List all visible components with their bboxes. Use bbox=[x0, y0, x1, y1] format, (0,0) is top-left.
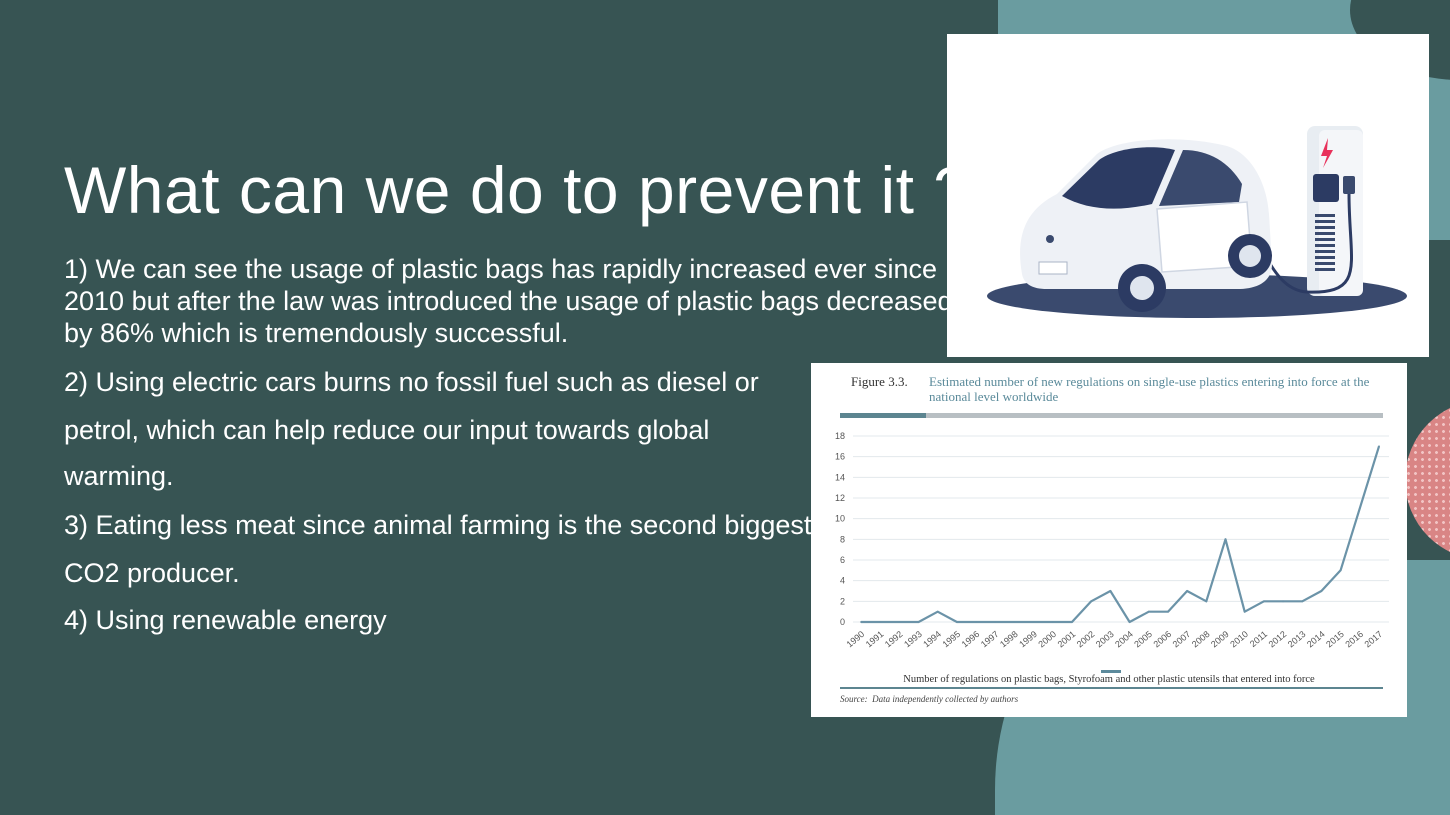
x-tick-label: 2014 bbox=[1305, 629, 1327, 650]
data-point bbox=[1147, 610, 1150, 613]
x-tick-label: 2007 bbox=[1171, 629, 1193, 650]
regulations-chart-figure: Figure 3.3. Estimated number of new regu… bbox=[811, 363, 1407, 717]
x-tick-label: 2010 bbox=[1228, 629, 1250, 650]
line-chart: 0246810121416181990199119921993199419951… bbox=[835, 431, 1389, 650]
figure-title: Estimated number of new regulations on s… bbox=[929, 374, 1370, 404]
data-point bbox=[1301, 600, 1304, 603]
point-2-line-2: petrol, which can help reduce our input … bbox=[64, 415, 710, 445]
x-tick-label: 2009 bbox=[1209, 629, 1231, 650]
point-2-line-3: warming. bbox=[64, 461, 174, 491]
data-point bbox=[994, 621, 997, 623]
y-tick-label: 2 bbox=[840, 596, 845, 606]
x-tick-label: 1998 bbox=[998, 629, 1020, 650]
data-point bbox=[917, 621, 920, 623]
data-point bbox=[1090, 600, 1093, 603]
data-point bbox=[936, 610, 939, 613]
x-tick-label: 2006 bbox=[1151, 629, 1173, 650]
figure-header-bar-light bbox=[926, 413, 1383, 418]
figure-header-bar-dark bbox=[840, 413, 926, 418]
x-tick-label: 2004 bbox=[1113, 629, 1135, 650]
y-tick-label: 14 bbox=[835, 472, 845, 482]
data-point bbox=[1032, 621, 1035, 623]
y-tick-label: 12 bbox=[835, 493, 845, 503]
x-tick-label: 2011 bbox=[1248, 629, 1269, 649]
point-3-line-2: CO2 producer. bbox=[64, 558, 240, 588]
source-text: Data independently collected by authors bbox=[872, 694, 1019, 704]
data-point bbox=[1262, 600, 1265, 603]
data-point bbox=[975, 621, 978, 623]
data-point bbox=[1224, 538, 1227, 541]
legend-swatch bbox=[1101, 670, 1121, 673]
x-tick-label: 2013 bbox=[1286, 629, 1308, 650]
x-tick-label: 1992 bbox=[883, 629, 905, 650]
legend-rule bbox=[840, 687, 1383, 689]
point-3-line-1: 3) Eating less meat since animal farming… bbox=[64, 510, 812, 540]
x-tick-label: 2002 bbox=[1075, 629, 1097, 650]
data-point bbox=[956, 621, 958, 623]
slide-title: What can we do to prevent it ? bbox=[64, 153, 971, 227]
x-tick-label: 1990 bbox=[845, 629, 867, 650]
data-point bbox=[1128, 621, 1131, 623]
x-tick-label: 2017 bbox=[1363, 629, 1385, 650]
figure-label: Figure 3.3. bbox=[851, 374, 908, 389]
x-tick-label: 2008 bbox=[1190, 629, 1212, 650]
electric-car-image bbox=[947, 34, 1429, 357]
data-point bbox=[879, 621, 882, 623]
x-tick-label: 2012 bbox=[1267, 629, 1289, 650]
electric-car-icon bbox=[987, 126, 1407, 318]
legend-label: Number of regulations on plastic bags, S… bbox=[903, 674, 1315, 685]
x-tick-label: 1996 bbox=[960, 629, 982, 650]
x-tick-label: 2000 bbox=[1036, 629, 1058, 650]
data-point bbox=[1109, 590, 1112, 592]
point-1: 1) We can see the usage of plastic bags … bbox=[64, 254, 953, 348]
x-tick-label: 2016 bbox=[1343, 629, 1365, 650]
data-point bbox=[1013, 621, 1016, 623]
data-point bbox=[860, 621, 862, 623]
figure-source: Source: Data independently collected by … bbox=[840, 694, 1018, 704]
data-point bbox=[1051, 621, 1054, 623]
x-tick-label: 1995 bbox=[940, 629, 962, 650]
data-point bbox=[1320, 590, 1323, 592]
source-label: Source: bbox=[840, 694, 868, 704]
data-point bbox=[1339, 569, 1342, 572]
x-tick-label: 1997 bbox=[979, 629, 1001, 650]
x-tick-label: 1999 bbox=[1017, 629, 1039, 650]
series-line bbox=[861, 445, 1381, 624]
data-point bbox=[1071, 621, 1073, 623]
data-point bbox=[1205, 600, 1208, 603]
x-tick-label: 1991 bbox=[864, 629, 886, 650]
y-tick-label: 10 bbox=[835, 514, 845, 524]
y-tick-label: 16 bbox=[835, 452, 845, 462]
x-tick-label: 2015 bbox=[1324, 629, 1346, 650]
y-tick-label: 18 bbox=[835, 431, 845, 441]
point-2-line-1: 2) Using electric cars burns no fossil f… bbox=[64, 367, 759, 397]
y-tick-label: 4 bbox=[840, 576, 845, 586]
y-tick-label: 8 bbox=[840, 534, 845, 544]
decor-dotted-circle bbox=[1405, 400, 1450, 560]
data-point bbox=[1358, 507, 1361, 510]
x-tick-label: 1994 bbox=[921, 629, 943, 650]
data-point bbox=[1378, 445, 1380, 448]
data-point bbox=[898, 621, 901, 623]
y-tick-label: 6 bbox=[840, 555, 845, 565]
data-point bbox=[1186, 590, 1189, 592]
point-4: 4) Using renewable energy bbox=[64, 605, 387, 635]
x-tick-label: 2001 bbox=[1056, 629, 1078, 650]
data-point bbox=[1243, 610, 1246, 613]
y-tick-label: 0 bbox=[840, 617, 845, 627]
x-tick-label: 1993 bbox=[902, 629, 924, 650]
x-tick-label: 2003 bbox=[1094, 629, 1116, 650]
x-tick-label: 2005 bbox=[1132, 629, 1154, 650]
data-point bbox=[1167, 610, 1169, 613]
data-point bbox=[1282, 600, 1284, 603]
